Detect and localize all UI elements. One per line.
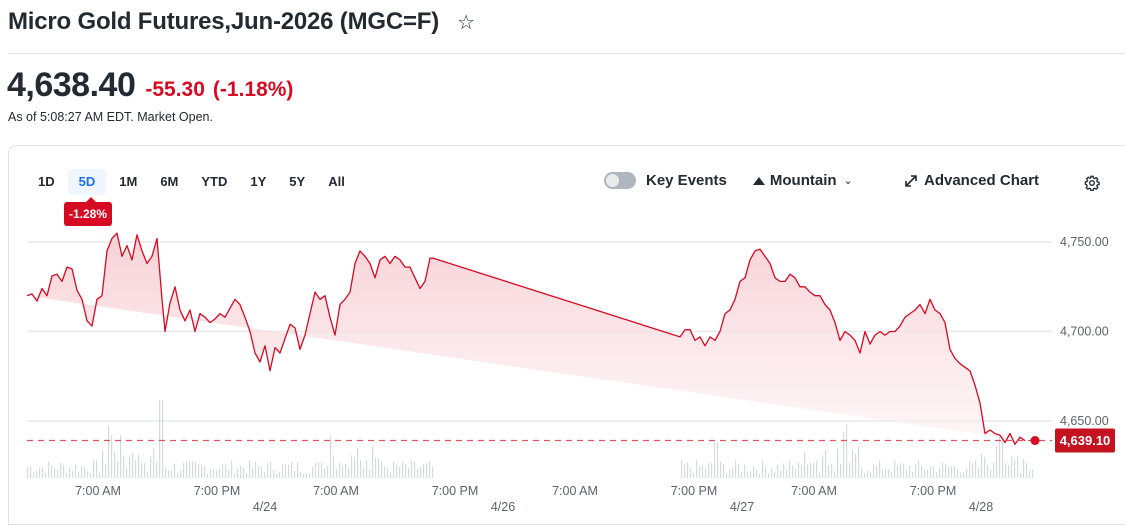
svg-text:4/27: 4/27 xyxy=(730,500,754,514)
price-line xyxy=(26,232,1026,445)
svg-text:4,700.00: 4,700.00 xyxy=(1060,325,1109,339)
key-events-toggle[interactable] xyxy=(604,172,636,189)
svg-text:4/26: 4/26 xyxy=(491,500,515,514)
svg-text:7:00 AM: 7:00 AM xyxy=(75,484,121,498)
title-row: Micro Gold Futures,Jun-2026 (MGC=F) ☆ xyxy=(8,8,475,36)
quote-row: 4,638.40 -55.30 (-1.18%) xyxy=(7,66,293,105)
settings-gear-icon[interactable] xyxy=(1084,175,1100,196)
x-axis: 7:00 AM 7:00 PM 4/24 7:00 AM 7:00 PM 4/26 7:00… xyxy=(75,484,993,514)
price-change-percent: (-1.18%) xyxy=(212,78,294,101)
key-events-label: Key Events xyxy=(646,172,727,189)
range-tab-1m[interactable]: 1M xyxy=(119,174,138,189)
y-axis: 4,750.00 4,700.00 4,650.00 xyxy=(1060,235,1109,428)
range-tab-1y[interactable]: 1Y xyxy=(250,174,267,189)
svg-text:4,750.00: 4,750.00 xyxy=(1060,235,1109,249)
svg-text:7:00 PM: 7:00 PM xyxy=(671,484,718,498)
star-icon[interactable]: ☆ xyxy=(457,11,475,34)
toggle-knob xyxy=(606,174,619,187)
svg-text:4/24: 4/24 xyxy=(253,500,277,514)
expand-icon xyxy=(905,174,917,187)
svg-text:7:00 PM: 7:00 PM xyxy=(432,484,479,498)
price-change: -55.30 xyxy=(145,78,205,101)
current-price-label: 4,639.10 xyxy=(1055,428,1115,453)
svg-text:7:00 PM: 7:00 PM xyxy=(194,484,241,498)
svg-text:7:00 AM: 7:00 AM xyxy=(791,484,837,498)
range-tab-6m[interactable]: 6M xyxy=(160,174,179,189)
svg-text:4,639.10: 4,639.10 xyxy=(1060,433,1111,448)
price-area-fill xyxy=(27,233,1025,445)
volume-bars xyxy=(27,399,1034,478)
range-tabs: 1D 5D 1M 6M YTD 1Y 5Y All xyxy=(28,169,358,195)
svg-text:7:00 PM: 7:00 PM xyxy=(910,484,957,498)
svg-text:4,650.00: 4,650.00 xyxy=(1060,414,1109,428)
range-tab-1d[interactable]: 1D xyxy=(38,174,55,189)
page-title: Micro Gold Futures,Jun-2026 (MGC=F) xyxy=(8,8,440,35)
advanced-chart-label: Advanced Chart xyxy=(924,172,1040,189)
range-tab-5y[interactable]: 5Y xyxy=(289,174,306,189)
current-price-dot xyxy=(1030,436,1040,446)
chevron-down-icon: ⌄ xyxy=(843,175,853,187)
advanced-chart-button[interactable]: Advanced Chart xyxy=(904,172,1039,189)
period-change-badge: -1.28% xyxy=(64,197,113,226)
chart-toolbar: Key Events Mountain ⌄ xyxy=(604,172,853,189)
svg-text:4/28: 4/28 xyxy=(969,500,993,514)
divider xyxy=(8,53,1125,54)
mountain-icon xyxy=(752,177,765,185)
current-price: 4,638.40 xyxy=(7,66,136,104)
svg-text:7:00 AM: 7:00 AM xyxy=(552,484,598,498)
svg-text:7:00 AM: 7:00 AM xyxy=(313,484,359,498)
as-of-timestamp: As of 5:08:27 AM EDT. Market Open. xyxy=(8,110,213,124)
range-tab-5d[interactable]: 5D xyxy=(67,169,107,195)
chart-type-label: Mountain xyxy=(769,172,837,189)
range-tab-all[interactable]: All xyxy=(328,174,345,189)
range-tab-ytd[interactable]: YTD xyxy=(201,174,228,189)
chart-type-dropdown[interactable]: Mountain ⌄ xyxy=(752,172,853,189)
